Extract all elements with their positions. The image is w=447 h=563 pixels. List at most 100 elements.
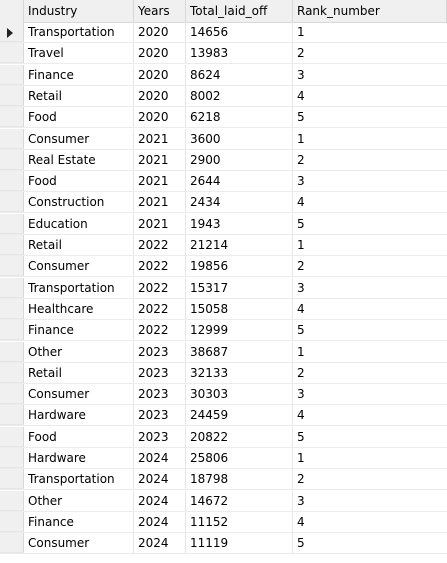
table-row[interactable]: Food 2021 2644 3 <box>0 171 447 193</box>
table-row[interactable]: Consumer 2024 11119 5 <box>0 533 447 555</box>
cell-total-laid-off[interactable]: 6218 <box>186 107 293 128</box>
cell-total-laid-off[interactable]: 30303 <box>186 384 293 405</box>
cell-total-laid-off[interactable]: 11152 <box>186 511 293 532</box>
cell-industry[interactable]: Finance <box>24 511 134 532</box>
cell-rank-number[interactable]: 5 <box>297 536 305 551</box>
cell-rank-number[interactable]: 5 <box>297 110 305 125</box>
cell-rank-number[interactable]: 4 <box>297 514 305 529</box>
table-row[interactable]: Food 2020 6218 5 <box>0 107 447 129</box>
table-row[interactable]: Food 2023 20822 5 <box>0 426 447 448</box>
cell-industry[interactable]: Food <box>24 426 134 447</box>
cell-total-laid-off[interactable]: 13983 <box>186 43 293 64</box>
cell-industry[interactable]: Retail <box>24 235 134 255</box>
cell-years[interactable]: 2024 <box>134 533 186 554</box>
cell-industry[interactable]: Real Estate <box>24 149 134 170</box>
cell-years[interactable]: 2024 <box>134 448 186 468</box>
cell-rank-number[interactable]: 3 <box>297 493 305 508</box>
cell-rank-number[interactable]: 5 <box>297 429 305 444</box>
cell-years[interactable]: 2021 <box>134 149 186 170</box>
row-selector[interactable] <box>0 490 24 511</box>
column-header-total-laid-off[interactable]: Total_laid_off <box>186 0 293 22</box>
cell-industry[interactable]: Hardware <box>24 448 134 468</box>
cell-years[interactable]: 2020 <box>134 64 186 85</box>
cell-years[interactable]: 2023 <box>134 405 186 426</box>
cell-years[interactable]: 2020 <box>134 43 186 64</box>
cell-years[interactable]: 2022 <box>134 277 186 298</box>
cell-years[interactable]: 2024 <box>134 511 186 532</box>
cell-industry[interactable]: Consumer <box>24 384 134 405</box>
row-selector[interactable] <box>0 192 24 213</box>
cell-industry[interactable]: Other <box>24 341 134 362</box>
cell-total-laid-off[interactable]: 24459 <box>186 405 293 426</box>
cell-years[interactable]: 2023 <box>134 384 186 405</box>
table-row[interactable]: Other 2023 38687 1 <box>0 341 447 363</box>
row-selector[interactable] <box>0 426 24 447</box>
cell-rank-number[interactable]: 5 <box>297 216 305 231</box>
table-row[interactable]: Consumer 2021 3600 1 <box>0 128 447 150</box>
cell-total-laid-off[interactable]: 25806 <box>186 448 293 468</box>
cell-rank-number[interactable]: 2 <box>297 365 305 380</box>
cell-total-laid-off[interactable]: 18798 <box>186 469 293 490</box>
cell-rank-number[interactable]: 2 <box>297 46 305 61</box>
cell-industry[interactable]: Consumer <box>24 533 134 554</box>
table-row[interactable]: Hardware 2024 25806 1 <box>0 448 447 469</box>
cell-rank-number[interactable]: 1 <box>297 344 305 359</box>
row-selector[interactable] <box>0 256 24 277</box>
cell-total-laid-off[interactable]: 15317 <box>186 277 293 298</box>
cell-total-laid-off[interactable]: 8002 <box>186 85 293 106</box>
cell-total-laid-off[interactable]: 2434 <box>186 192 293 213</box>
cell-industry[interactable]: Food <box>24 171 134 192</box>
cell-industry[interactable]: Construction <box>24 192 134 213</box>
cell-years[interactable]: 2022 <box>134 235 186 255</box>
cell-years[interactable]: 2024 <box>134 490 186 511</box>
row-selector[interactable] <box>0 64 24 85</box>
table-row[interactable]: Healthcare 2022 15058 4 <box>0 298 447 320</box>
cell-rank-number[interactable]: 3 <box>297 67 305 82</box>
column-header-industry[interactable]: Industry <box>24 0 134 22</box>
cell-rank-number[interactable]: 2 <box>297 259 305 274</box>
cell-years[interactable]: 2021 <box>134 171 186 192</box>
column-header-years[interactable]: Years <box>134 0 186 22</box>
cell-total-laid-off[interactable]: 21214 <box>186 235 293 255</box>
cell-rank-number[interactable]: 3 <box>297 174 305 189</box>
cell-total-laid-off[interactable]: 38687 <box>186 341 293 362</box>
cell-rank-number[interactable]: 1 <box>297 451 305 465</box>
row-selector[interactable] <box>0 85 24 106</box>
table-row[interactable]: Travel 2020 13983 2 <box>0 43 447 65</box>
cell-industry[interactable]: Transportation <box>24 469 134 490</box>
row-selector[interactable] <box>0 320 24 341</box>
table-row[interactable]: Education 2021 1943 5 <box>0 213 447 235</box>
row-selector[interactable] <box>0 511 24 532</box>
cell-years[interactable]: 2021 <box>134 213 186 234</box>
cell-total-laid-off[interactable]: 14656 <box>186 22 293 42</box>
cell-rank-number[interactable]: 3 <box>297 387 305 402</box>
cell-years[interactable]: 2021 <box>134 128 186 149</box>
cell-total-laid-off[interactable]: 32133 <box>186 362 293 383</box>
cell-rank-number[interactable]: 1 <box>297 131 305 146</box>
row-selector[interactable] <box>0 341 24 362</box>
cell-industry[interactable]: Retail <box>24 85 134 106</box>
row-selector[interactable] <box>0 235 24 255</box>
cell-years[interactable]: 2020 <box>134 22 186 42</box>
cell-total-laid-off[interactable]: 2900 <box>186 149 293 170</box>
table-row[interactable]: Retail 2023 32133 2 <box>0 362 447 384</box>
row-selector[interactable] <box>0 448 24 468</box>
cell-industry[interactable]: Hardware <box>24 405 134 426</box>
cell-industry[interactable]: Food <box>24 107 134 128</box>
cell-total-laid-off[interactable]: 1943 <box>186 213 293 234</box>
row-selector[interactable] <box>0 43 24 64</box>
cell-total-laid-off[interactable]: 14672 <box>186 490 293 511</box>
cell-years[interactable]: 2022 <box>134 320 186 341</box>
table-row[interactable]: Transportation 2024 18798 2 <box>0 469 447 491</box>
table-row[interactable]: Finance 2024 11152 4 <box>0 511 447 533</box>
cell-industry[interactable]: Consumer <box>24 128 134 149</box>
table-row[interactable]: Finance 2020 8624 3 <box>0 64 447 86</box>
cell-total-laid-off[interactable]: 2644 <box>186 171 293 192</box>
cell-rank-number[interactable]: 2 <box>297 472 305 487</box>
cell-rank-number[interactable]: 2 <box>297 152 305 167</box>
cell-years[interactable]: 2023 <box>134 362 186 383</box>
table-row[interactable]: Other 2024 14672 3 <box>0 490 447 512</box>
table-row[interactable]: Finance 2022 12999 5 <box>0 320 447 342</box>
table-row[interactable]: Real Estate 2021 2900 2 <box>0 149 447 171</box>
